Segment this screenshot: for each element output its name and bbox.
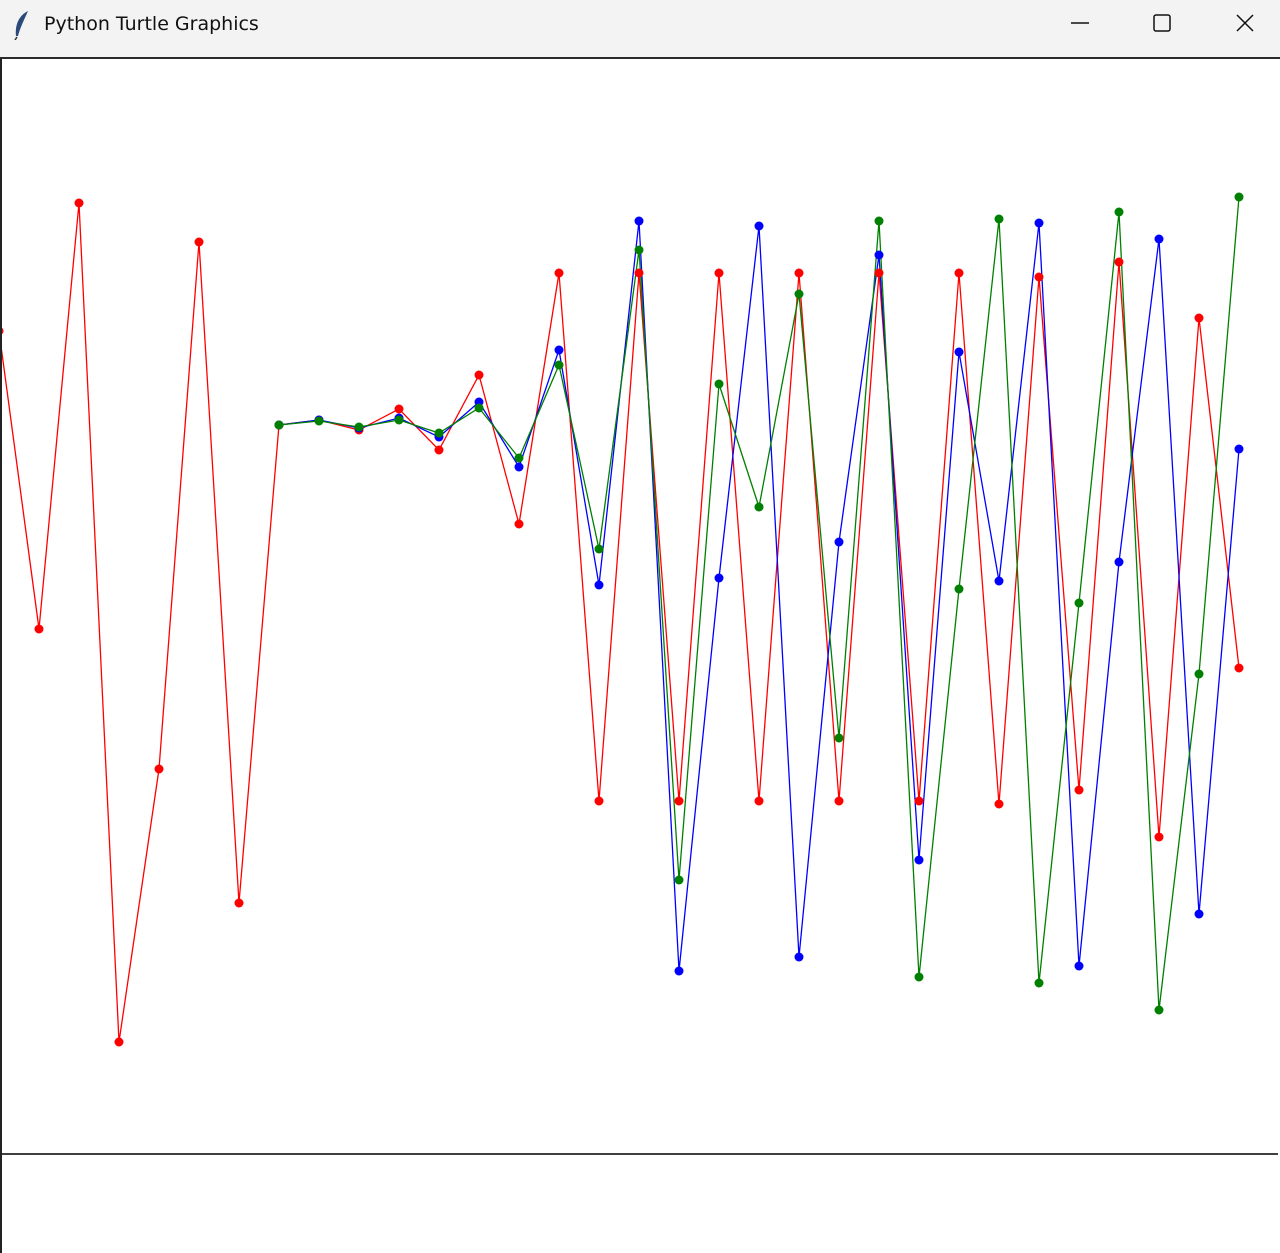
- minimize-icon: [1071, 22, 1089, 24]
- data-point-1-13: [794, 952, 804, 962]
- data-point-0-5: [194, 237, 204, 247]
- data-point-2-20: [1074, 598, 1084, 608]
- data-point-2-14: [834, 733, 844, 743]
- series-line-0: [2, 202, 1240, 1043]
- data-point-1-19: [1034, 218, 1044, 228]
- data-point-2-10: [674, 875, 684, 885]
- data-point-1-24: [1234, 444, 1244, 454]
- data-point-1-6: [514, 462, 524, 472]
- window-title: Python Turtle Graphics: [44, 13, 259, 35]
- data-point-1-20: [1074, 961, 1084, 971]
- data-point-2-7: [554, 360, 564, 370]
- data-point-0-24: [954, 268, 964, 278]
- maximize-button[interactable]: [1122, 0, 1202, 46]
- data-point-0-29: [1154, 832, 1164, 842]
- data-point-2-6: [514, 453, 524, 463]
- data-point-1-9: [634, 216, 644, 226]
- data-point-0-2: [74, 198, 84, 208]
- data-point-1-16: [914, 855, 924, 865]
- data-point-2-23: [1194, 669, 1204, 679]
- data-point-0-17: [674, 796, 684, 806]
- data-point-0-14: [554, 268, 564, 278]
- data-point-1-10: [674, 966, 684, 976]
- data-point-0-13: [514, 519, 524, 529]
- data-point-1-15: [874, 250, 884, 260]
- series-line-2: [278, 196, 1240, 1011]
- data-point-0-26: [1034, 272, 1044, 282]
- data-point-0-16: [634, 268, 644, 278]
- data-point-2-2: [354, 422, 364, 432]
- series-line-1: [278, 220, 1240, 972]
- data-point-1-8: [594, 580, 604, 590]
- data-point-0-6: [234, 898, 244, 908]
- data-point-0-15: [594, 796, 604, 806]
- data-point-0-25: [994, 799, 1004, 809]
- data-point-0-28: [1114, 257, 1124, 267]
- data-point-1-12: [754, 221, 764, 231]
- data-point-2-13: [794, 289, 804, 299]
- data-point-2-22: [1154, 1005, 1164, 1015]
- data-point-2-8: [594, 544, 604, 554]
- data-point-0-18: [714, 268, 724, 278]
- data-point-0-22: [874, 268, 884, 278]
- data-point-0-31: [1234, 663, 1244, 673]
- title-bar: Python Turtle Graphics: [0, 0, 1280, 59]
- data-point-2-1: [314, 416, 324, 426]
- data-point-0-27: [1074, 785, 1084, 795]
- data-point-0-19: [754, 796, 764, 806]
- data-point-0-1: [34, 624, 44, 634]
- data-point-2-15: [874, 216, 884, 226]
- data-point-2-17: [954, 584, 964, 594]
- data-point-2-3: [394, 415, 404, 425]
- data-point-1-11: [714, 573, 724, 583]
- maximize-icon: [1153, 14, 1171, 32]
- data-point-0-4: [154, 764, 164, 774]
- data-point-1-23: [1194, 909, 1204, 919]
- data-point-1-7: [554, 345, 564, 355]
- data-point-2-16: [914, 972, 924, 982]
- data-point-2-18: [994, 214, 1004, 224]
- data-point-0-3: [114, 1037, 124, 1047]
- data-point-2-9: [634, 245, 644, 255]
- data-point-1-17: [954, 347, 964, 357]
- data-point-1-14: [834, 537, 844, 547]
- data-point-2-5: [474, 403, 484, 413]
- data-point-0-23: [914, 796, 924, 806]
- data-point-0-20: [794, 268, 804, 278]
- data-point-2-4: [434, 428, 444, 438]
- minimize-button[interactable]: [1040, 0, 1120, 46]
- data-point-0-30: [1194, 313, 1204, 323]
- data-point-2-11: [714, 379, 724, 389]
- turtle-canvas: [0, 59, 1280, 1253]
- data-point-1-18: [994, 576, 1004, 586]
- data-point-1-21: [1114, 557, 1124, 567]
- data-point-2-24: [1234, 192, 1244, 202]
- data-point-0-12: [474, 370, 484, 380]
- data-point-2-0: [274, 420, 284, 430]
- data-point-0-21: [834, 796, 844, 806]
- close-button[interactable]: [1205, 0, 1280, 46]
- close-icon: [1236, 14, 1254, 32]
- data-point-2-21: [1114, 207, 1124, 217]
- data-point-2-19: [1034, 978, 1044, 988]
- data-point-1-22: [1154, 234, 1164, 244]
- line-chart: [2, 192, 1278, 1155]
- data-point-2-12: [754, 502, 764, 512]
- data-point-0-11: [434, 445, 444, 455]
- data-point-0-0: [2, 327, 4, 335]
- data-point-0-10: [394, 404, 404, 414]
- feather-icon: [14, 11, 28, 40]
